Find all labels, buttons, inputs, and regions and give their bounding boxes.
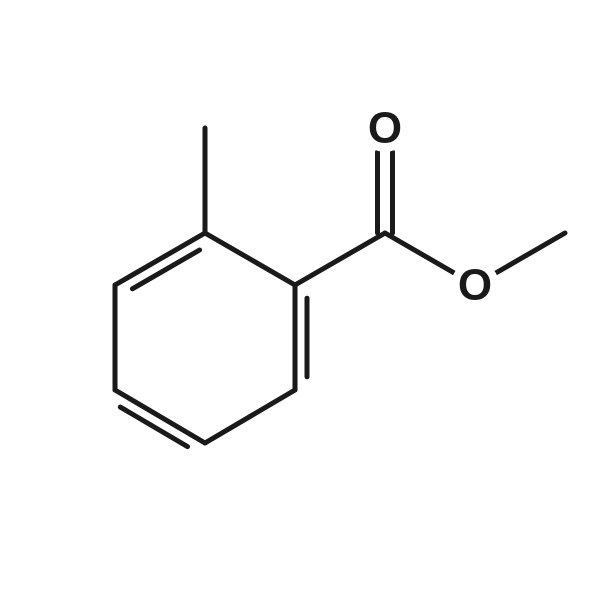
chemical-structure: OO — [0, 0, 600, 600]
atom-label: O — [458, 261, 492, 310]
bond — [115, 233, 205, 285]
bond — [205, 233, 295, 285]
bond — [205, 390, 295, 443]
atom-label: O — [368, 104, 402, 153]
bond — [385, 233, 454, 273]
bond — [115, 390, 205, 443]
bond — [496, 233, 565, 273]
bond — [295, 233, 385, 285]
